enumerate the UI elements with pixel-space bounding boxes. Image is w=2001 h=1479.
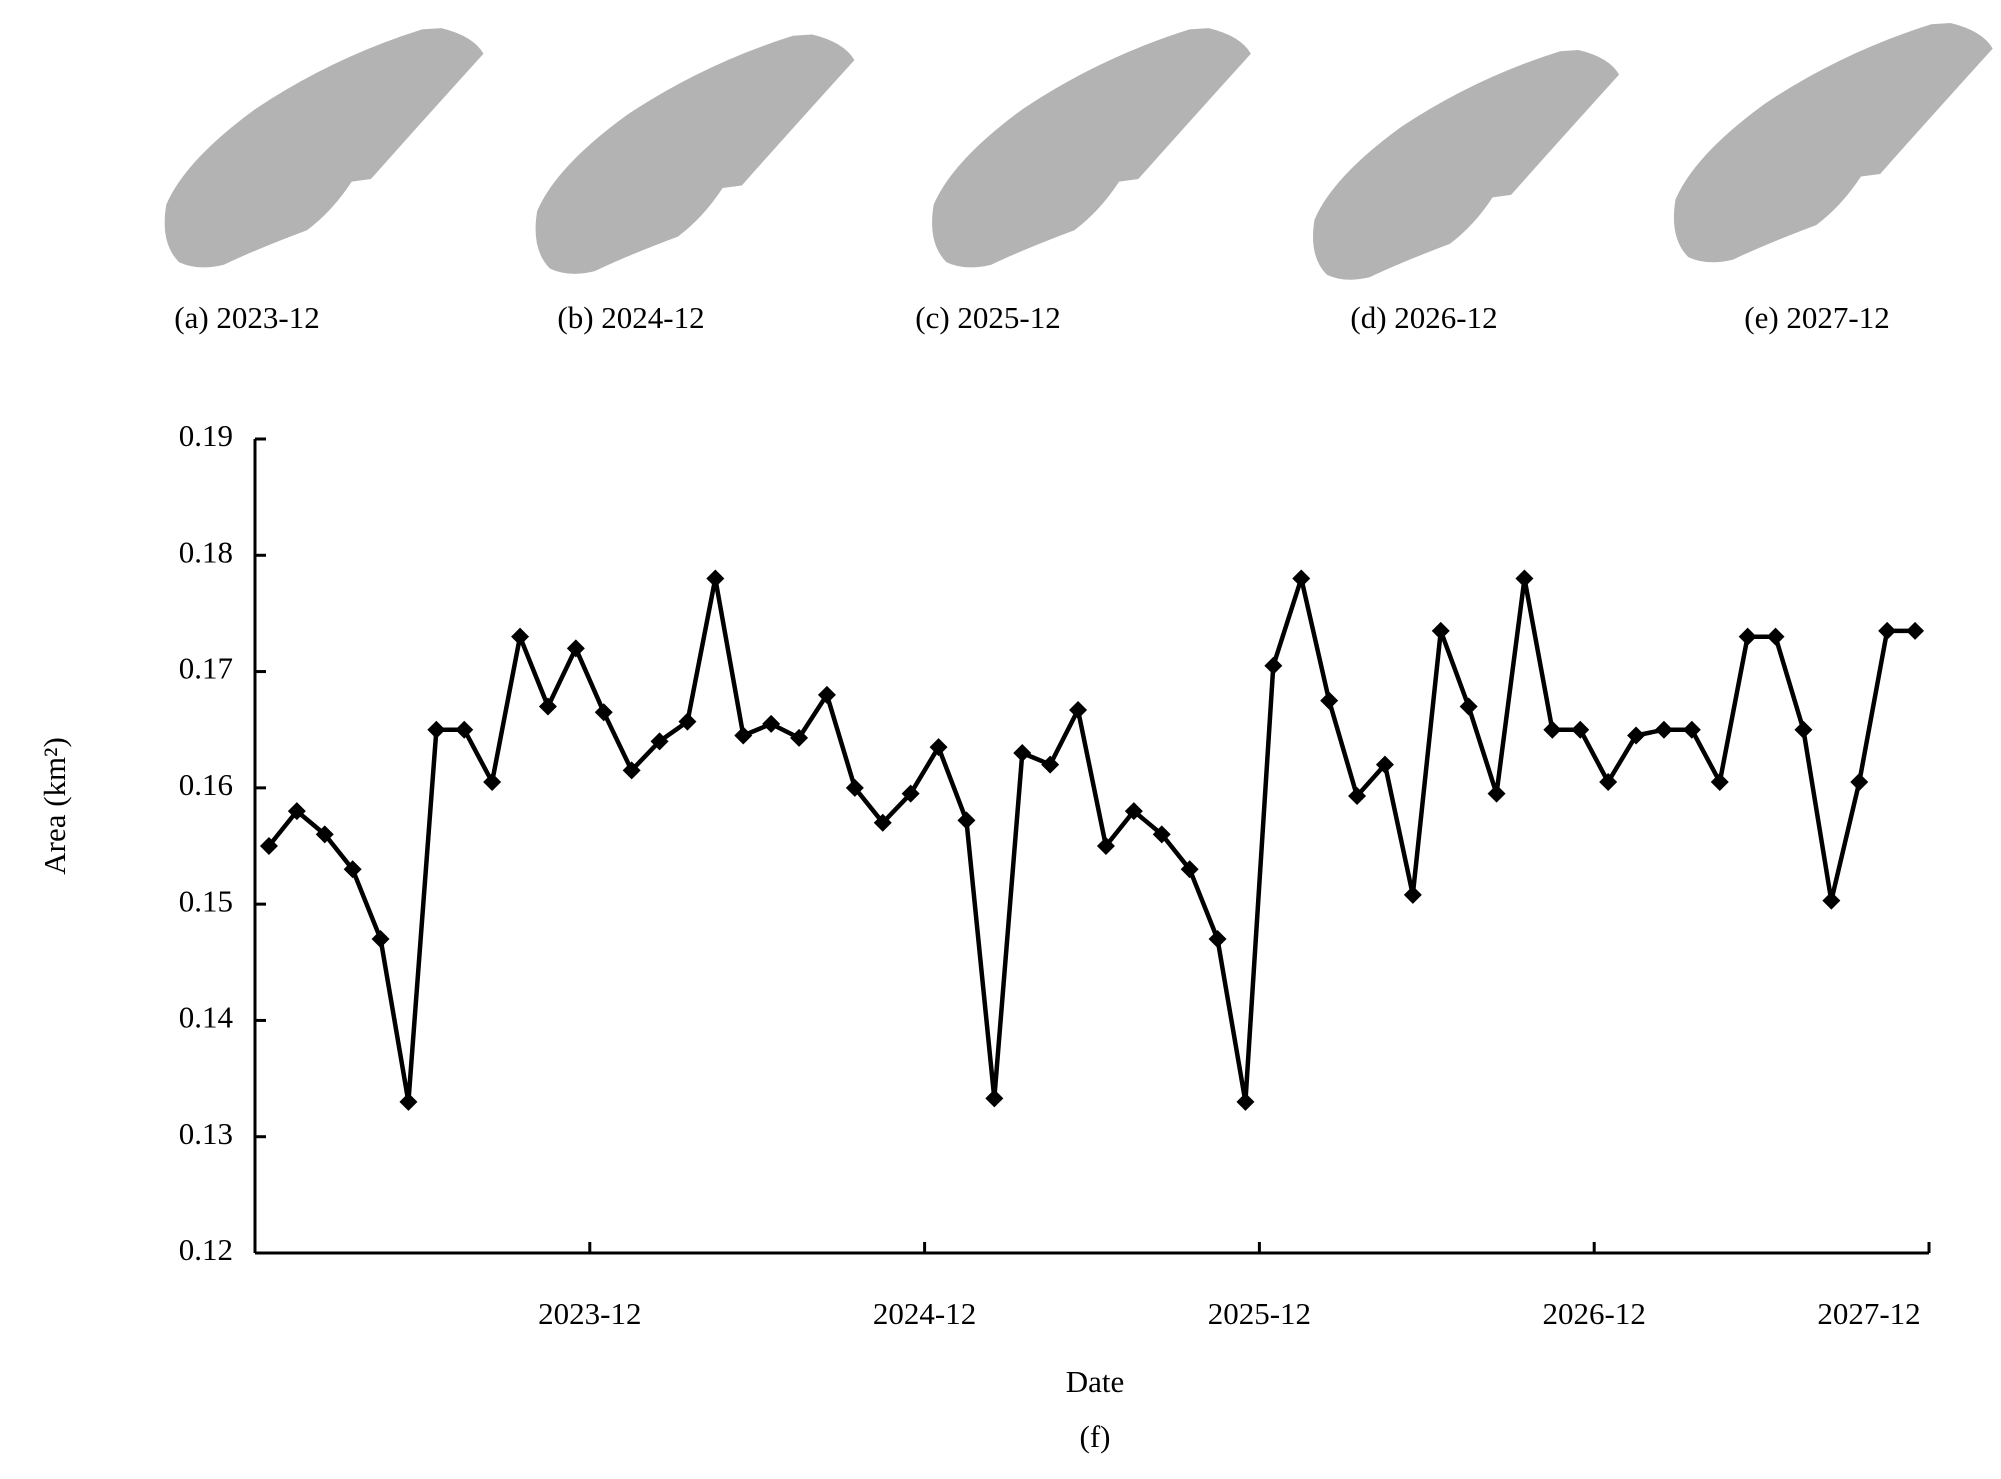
data-point	[873, 813, 892, 832]
panel-caption: (a) 2023-12	[174, 300, 319, 335]
data-point	[1654, 720, 1673, 739]
data-point	[1766, 627, 1785, 646]
panel-caption: (b) 2024-12	[557, 300, 704, 335]
data-point	[538, 697, 557, 716]
panel-caption: (d) 2026-12	[1350, 300, 1497, 335]
data-point	[483, 773, 502, 792]
x-tick-label: 2027-12	[1817, 1296, 1920, 1331]
data-point	[1375, 755, 1394, 774]
panel-caption: (c) 2025-12	[915, 300, 1060, 335]
data-point	[1403, 885, 1422, 904]
lake-shapes	[164, 23, 1993, 280]
data-point	[399, 1092, 418, 1111]
data-point	[1682, 720, 1701, 739]
data-point	[929, 738, 948, 757]
data-point	[985, 1089, 1004, 1108]
data-point	[845, 778, 864, 797]
data-point	[1627, 726, 1646, 745]
data-point	[1208, 930, 1227, 949]
data-point	[901, 784, 920, 803]
y-tick-label: 0.18	[179, 534, 233, 569]
data-point	[511, 627, 530, 646]
y-tick-label: 0.17	[179, 651, 233, 686]
data-point	[1069, 700, 1088, 719]
data-point	[1906, 621, 1925, 640]
lake-shape	[535, 34, 855, 274]
y-tick-label: 0.19	[179, 418, 233, 453]
data-point	[1320, 691, 1339, 710]
data-point	[817, 685, 836, 704]
chart-caption: (f)	[1080, 1419, 1111, 1454]
data-point	[1487, 784, 1506, 803]
data-point	[706, 569, 725, 588]
data-point	[594, 703, 613, 722]
x-axis-label: Date	[1066, 1364, 1125, 1399]
data-point	[1459, 697, 1478, 716]
data-point	[1431, 621, 1450, 640]
y-axis-label: Area (km²)	[37, 737, 72, 875]
data-point	[1264, 656, 1283, 675]
y-tick-label: 0.14	[179, 1000, 234, 1035]
data-point	[1152, 825, 1171, 844]
series-line	[267, 576, 1915, 1105]
data-point	[1599, 773, 1618, 792]
data-point	[1794, 720, 1813, 739]
data-point	[957, 811, 976, 830]
data-point	[1710, 773, 1729, 792]
data-point	[315, 825, 334, 844]
lake-shape	[932, 28, 1251, 268]
data-point	[1236, 1092, 1255, 1111]
data-point	[371, 930, 390, 949]
data-point	[1850, 773, 1869, 792]
y-tick-label: 0.12	[179, 1232, 233, 1267]
data-point	[650, 732, 669, 751]
y-tick-label: 0.13	[179, 1116, 233, 1151]
data-point	[259, 837, 278, 855]
data-point	[427, 720, 446, 739]
data-point	[1096, 837, 1115, 855]
data-point	[1124, 802, 1143, 821]
data-point	[734, 726, 753, 745]
lake-shape	[1673, 23, 1993, 263]
panel-caption: (e) 2027-12	[1744, 300, 1889, 335]
data-point	[455, 720, 474, 739]
data-point	[1571, 720, 1590, 739]
data-point	[762, 714, 781, 733]
y-tick-label: 0.15	[179, 883, 233, 918]
lake-shape	[164, 28, 484, 268]
x-tick-label: 2025-12	[1208, 1296, 1311, 1331]
lake-shape	[1313, 50, 1620, 280]
data-point	[1348, 786, 1367, 805]
data-point	[1515, 569, 1534, 588]
data-point	[790, 728, 809, 747]
data-point	[622, 761, 641, 780]
data-point	[1822, 891, 1841, 910]
x-tick-label: 2023-12	[538, 1296, 641, 1331]
data-point	[678, 712, 697, 731]
data-point	[566, 639, 585, 658]
data-point	[1543, 720, 1562, 739]
data-point	[1878, 621, 1897, 640]
data-point	[343, 860, 362, 879]
data-point	[287, 802, 306, 821]
data-point	[1041, 755, 1060, 774]
y-tick-label: 0.16	[179, 767, 233, 802]
x-tick-label: 2026-12	[1543, 1296, 1646, 1331]
data-point	[1013, 743, 1032, 762]
data-point	[1180, 860, 1199, 879]
x-tick-label: 2024-12	[873, 1296, 976, 1331]
data-point	[1738, 627, 1757, 646]
data-point	[1292, 569, 1311, 588]
